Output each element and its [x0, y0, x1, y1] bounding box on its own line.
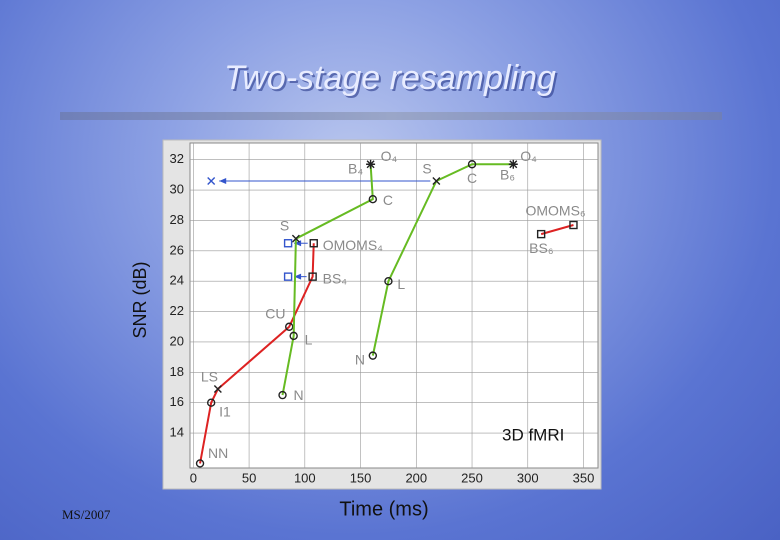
y-tick-label: 20 [170, 333, 184, 348]
series-line [540, 224, 574, 236]
x-tick-label: 300 [517, 470, 539, 485]
marker [283, 272, 293, 281]
y-tick-label: 30 [170, 182, 184, 197]
x-tick-label: 50 [242, 470, 256, 485]
y-tick-label: 22 [170, 303, 184, 318]
x-tick-label: 150 [350, 470, 372, 485]
marker [467, 160, 477, 169]
y-tick-label: 14 [170, 425, 184, 440]
marker [384, 277, 393, 286]
arrow-head [294, 273, 302, 280]
y-tick-label: 28 [170, 212, 184, 227]
point-label: S [280, 217, 289, 233]
plot-area [189, 142, 599, 469]
y-axis-label: SNR (dB) [130, 261, 150, 338]
point-label: I1 [219, 403, 231, 419]
x-axis-label: Time (ms) [339, 498, 428, 520]
x-tick-label: 250 [461, 470, 483, 485]
point-label: O₄ [520, 148, 537, 164]
marker [308, 272, 317, 281]
chart-title: Two-stage resampling [224, 59, 556, 97]
y-tick-label: 32 [170, 151, 184, 166]
point-label: L [305, 332, 313, 348]
x-tick-label: 100 [294, 470, 316, 485]
marker [366, 159, 376, 169]
marker [508, 159, 518, 169]
marker [207, 176, 216, 185]
y-tick-label: 18 [170, 364, 184, 379]
footer: MS/2007 [62, 507, 111, 522]
y-tick-label: 16 [170, 394, 184, 409]
point-label: C [467, 170, 477, 186]
point-label: S [422, 161, 431, 177]
point-label: L [397, 276, 405, 292]
arrow-head [219, 177, 227, 184]
point-label: OMOMS₆ [525, 203, 585, 219]
x-tick-label: 0 [190, 470, 197, 485]
y-tick-label: 26 [170, 242, 184, 257]
marker [278, 390, 287, 400]
chart-title-shadow: Two-stage resampling [226, 61, 558, 99]
annotation: B₆ [500, 167, 515, 183]
marker [291, 234, 300, 243]
point-label: O₄ [381, 148, 398, 164]
marker [368, 351, 378, 360]
marker [195, 459, 205, 468]
point-label: CU [265, 305, 285, 321]
point-label: NN [208, 445, 228, 461]
title-bar [60, 112, 722, 120]
marker [569, 220, 578, 230]
x-tick-label: 200 [405, 470, 427, 485]
point-label: OMOMS₄ [323, 237, 383, 253]
point-label: LS [201, 369, 218, 385]
marker [285, 322, 294, 331]
marker [536, 229, 546, 239]
point-label: BS₄ [323, 270, 348, 286]
marker [309, 239, 318, 248]
annotation: B₄ [348, 161, 363, 177]
marker [213, 385, 222, 394]
annotation: 3D fMRI [502, 425, 564, 444]
point-label: BS₆ [529, 240, 553, 256]
x-tick-label: 350 [573, 470, 595, 485]
point-label: C [383, 192, 393, 208]
marker [368, 194, 378, 204]
point-label: N [355, 351, 365, 367]
y-tick-label: 24 [170, 273, 184, 288]
marker [289, 331, 298, 341]
series-line [199, 243, 315, 464]
marker [206, 398, 216, 407]
marker [283, 239, 293, 248]
marker [432, 176, 441, 185]
point-label: N [294, 387, 304, 403]
